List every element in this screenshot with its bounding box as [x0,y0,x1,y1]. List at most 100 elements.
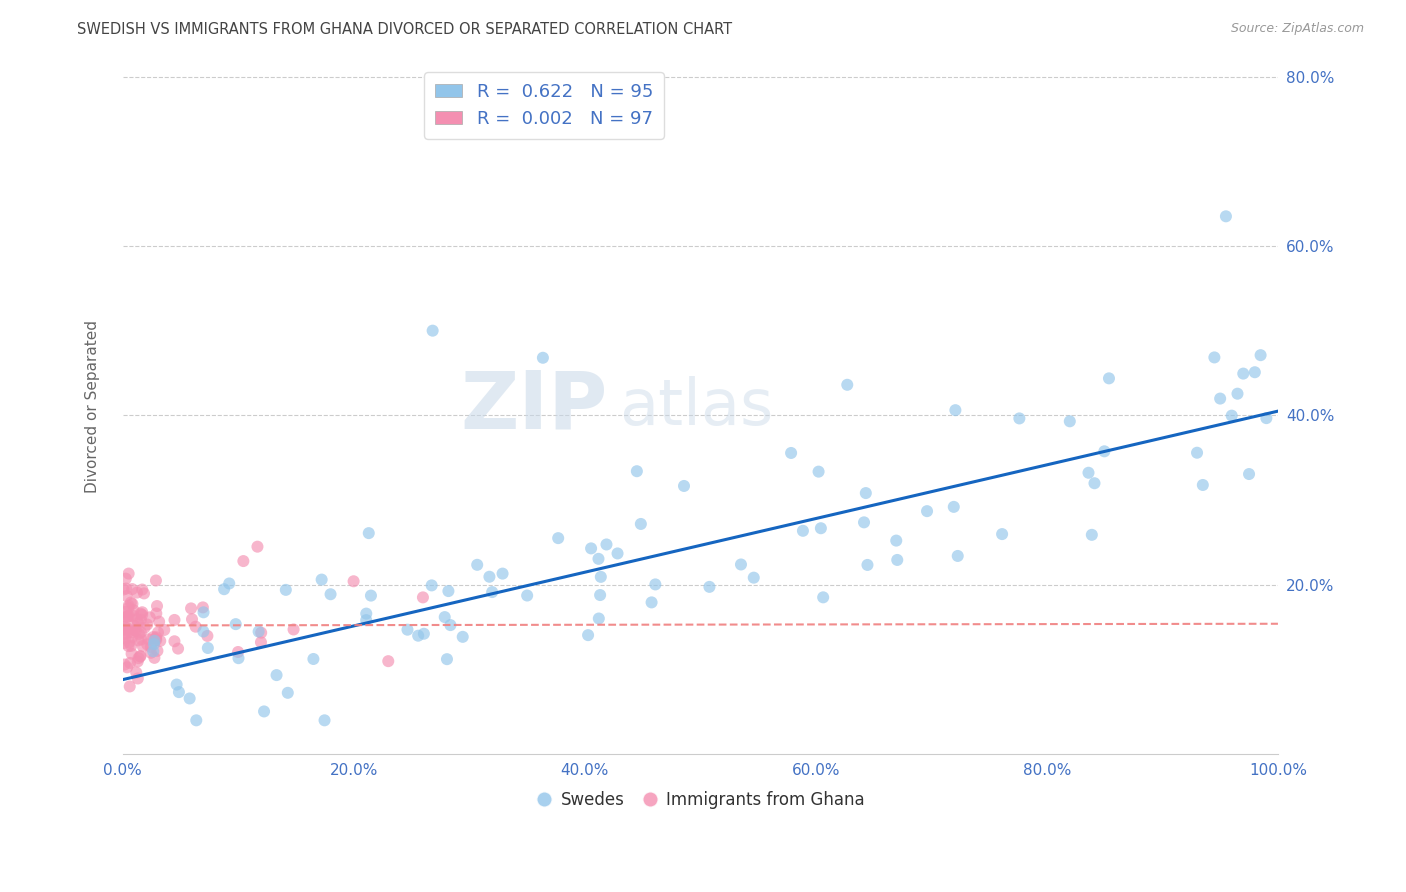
Point [780,446,803,460]
Point [146,644,169,658]
Point [149,633,172,648]
Point [730,558,752,572]
Point [139,646,162,660]
Point [589,588,612,602]
Point [117,599,139,613]
Point [114,620,136,634]
Point [114,605,136,619]
Point [672,479,695,493]
Point [121,630,143,644]
Point [606,546,628,560]
Point [1098,371,1121,385]
Point [531,351,554,365]
Point [125,665,148,680]
Point [283,623,305,637]
Point [412,626,434,640]
Text: ZIP: ZIP [461,368,607,446]
Point [354,613,377,627]
Point [1215,210,1237,224]
Point [576,628,599,642]
Point [134,621,156,635]
Point [125,612,148,626]
Point [1226,386,1249,401]
Point [114,627,136,641]
Point [114,572,136,586]
Point [114,623,136,637]
Point [250,635,273,649]
Point [117,625,139,640]
Point [117,566,139,581]
Point [179,691,201,706]
Point [1081,528,1104,542]
Point [118,635,141,649]
Point [1083,476,1105,491]
Point [146,625,169,640]
Point [115,589,138,603]
Point [856,558,879,572]
Point [145,630,167,644]
Point [111,623,134,637]
Point [1256,411,1278,425]
Point [588,552,610,566]
Point [837,377,859,392]
Point [946,549,969,563]
Point [143,651,166,665]
Point [253,705,276,719]
Point [1243,365,1265,379]
Point [163,613,186,627]
Point [588,611,610,625]
Point [117,609,139,624]
Point [132,586,155,600]
Point [121,597,143,611]
Point [640,595,662,609]
Point [131,639,153,653]
Point [644,577,666,591]
Point [915,504,938,518]
Point [478,570,501,584]
Point [136,617,159,632]
Point [360,589,382,603]
Point [127,655,149,669]
Point [1204,351,1226,365]
Point [146,599,169,613]
Point [166,677,188,691]
Point [302,652,325,666]
Point [811,591,834,605]
Point [218,576,240,591]
Point [225,617,247,632]
Point [212,582,235,597]
Point [465,558,488,572]
Point [128,627,150,641]
Point [142,630,165,644]
Text: Source: ZipAtlas.com: Source: ZipAtlas.com [1230,22,1364,36]
Point [433,610,456,624]
Point [115,582,138,596]
Point [129,649,152,664]
Point [481,585,503,599]
Point [945,403,967,417]
Point [226,645,249,659]
Point [451,630,474,644]
Point [197,640,219,655]
Point [1092,444,1115,458]
Point [131,632,153,647]
Point [112,636,135,650]
Point [114,632,136,646]
Point [145,574,167,588]
Point [232,554,254,568]
Point [112,620,135,634]
Point [579,541,602,556]
Point [807,465,830,479]
Point [853,516,876,530]
Point [118,609,141,624]
Point [127,672,149,686]
Point [118,680,141,694]
Point [184,620,207,634]
Point [145,632,167,646]
Text: atlas: atlas [620,376,773,438]
Point [136,637,159,651]
Point [197,629,219,643]
Point [356,607,378,621]
Point [131,607,153,622]
Point [139,640,162,654]
